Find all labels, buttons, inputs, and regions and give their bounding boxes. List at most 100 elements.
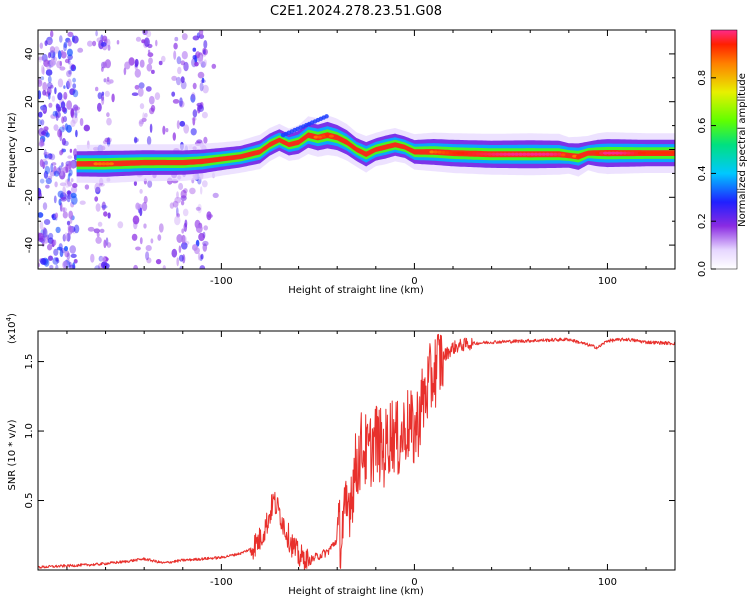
ridge-peak	[521, 152, 527, 156]
noise-speckle	[67, 78, 72, 89]
noise-speckle	[56, 167, 61, 175]
noise-speckle	[49, 265, 54, 269]
ridge-peak	[328, 134, 334, 138]
noise-speckle	[192, 244, 198, 251]
ridge-peak	[672, 151, 675, 155]
noise-speckle	[43, 152, 50, 156]
noise-speckle	[198, 232, 205, 242]
noise-speckle	[79, 200, 86, 205]
noise-speckle	[202, 47, 207, 55]
ridge-peak	[664, 151, 670, 155]
ridge-peak	[448, 151, 454, 155]
noise-speckle	[73, 106, 81, 111]
colorbar-ticks: 0.0 0.2 0.4 0.6 0.8	[697, 70, 716, 277]
noise-speckle	[70, 192, 77, 199]
figure-title: C2E1.2024.278.23.51.G08	[270, 4, 442, 19]
noise-speckle	[55, 226, 61, 234]
noise-speckle	[107, 44, 111, 51]
noise-speckle	[162, 125, 166, 135]
noise-speckle	[146, 63, 153, 72]
noise-speckle	[39, 178, 45, 184]
noise-speckle	[148, 95, 155, 105]
noise-speckle	[48, 232, 54, 240]
noise-speckle	[144, 112, 148, 118]
noise-speckle	[43, 59, 50, 67]
noise-speckle	[104, 137, 110, 143]
ridge-peak	[660, 151, 666, 155]
noise-speckle	[100, 42, 107, 47]
noise-speckle	[102, 35, 108, 42]
noise-speckle	[68, 169, 73, 176]
colorbar-tick-label: 0.8	[697, 70, 708, 86]
ridge-peak	[460, 151, 466, 155]
snr-x-label: Height of straight line (km)	[288, 586, 424, 597]
noise-speckle	[42, 81, 48, 92]
noise-speckle	[63, 91, 68, 100]
noise-speckle	[53, 195, 57, 204]
noise-speckle	[192, 55, 197, 60]
noise-speckle	[72, 77, 76, 83]
noise-speckle	[49, 153, 56, 161]
noise-speckle	[43, 126, 49, 131]
noise-speckle	[48, 255, 53, 261]
noise-speckle	[54, 87, 57, 95]
noise-speckle	[51, 162, 57, 166]
noise-speckle	[161, 55, 166, 63]
noise-speckle	[61, 162, 64, 167]
noise-speckle	[147, 52, 154, 58]
noise-speckle	[44, 160, 48, 165]
noise-speckle	[101, 201, 106, 211]
noise-speckle	[49, 46, 56, 53]
noise-speckle	[139, 237, 143, 245]
ridge-peak	[657, 151, 663, 155]
ridge-peak	[610, 151, 616, 155]
ridge-peak	[444, 151, 450, 155]
noise-speckle	[154, 92, 161, 100]
noise-speckle	[64, 246, 68, 252]
ridge-branch	[324, 114, 329, 119]
noise-speckle	[101, 261, 106, 269]
noise-speckle	[150, 238, 154, 244]
noise-speckle	[66, 100, 72, 110]
noise-speckle	[192, 117, 196, 126]
noise-speckle	[52, 110, 58, 117]
noise-speckle	[90, 253, 95, 263]
noise-speckle	[94, 196, 99, 202]
ridge-peak	[576, 155, 581, 159]
noise-speckle	[39, 159, 44, 168]
noise-speckle	[54, 212, 59, 219]
noise-speckle	[52, 257, 59, 265]
colorbar-tick-label: 0.4	[697, 165, 708, 181]
noise-speckle	[145, 86, 152, 92]
noise-speckle	[178, 182, 184, 191]
noise-speckle	[143, 195, 148, 204]
noise-speckle	[42, 202, 48, 211]
colorbar-gradient	[710, 29, 738, 270]
ridge-peak	[529, 152, 535, 156]
noise-speckle	[143, 223, 147, 229]
noise-speckle	[66, 190, 72, 195]
noise-speckle	[53, 46, 60, 54]
noise-speckle	[39, 42, 43, 49]
noise-speckle	[63, 85, 66, 89]
noise-speckle	[38, 76, 41, 85]
snr-line	[38, 333, 675, 570]
noise-speckle	[64, 123, 69, 131]
noise-speckle	[67, 190, 71, 197]
ridge-peak	[494, 152, 500, 156]
noise-speckle	[111, 93, 115, 103]
noise-speckle	[44, 166, 51, 175]
noise-speckle	[106, 112, 110, 118]
colorbar-tick-label: 0.0	[697, 261, 708, 277]
noise-speckle	[147, 180, 153, 188]
noise-speckle	[199, 82, 204, 92]
noise-speckle	[38, 56, 44, 61]
ridge-peak	[105, 162, 110, 166]
noise-speckle	[197, 203, 202, 214]
noise-speckle	[41, 64, 45, 75]
noise-speckle	[149, 123, 153, 133]
noise-speckle	[206, 211, 212, 221]
ridge-peak	[433, 150, 439, 154]
spectrogram-noise	[38, 30, 220, 269]
noise-speckle	[68, 70, 72, 75]
